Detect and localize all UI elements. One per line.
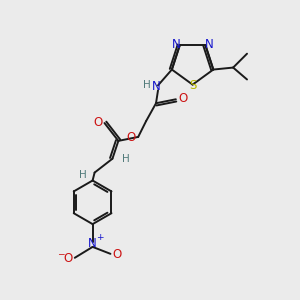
Text: H: H [79,169,87,180]
Text: +: + [96,233,103,242]
Text: O: O [113,248,122,261]
Text: H: H [143,80,151,90]
Text: S: S [189,79,196,92]
Text: N: N [205,38,214,51]
Text: O: O [178,92,188,105]
Text: O: O [93,116,102,129]
Text: −: − [57,249,65,258]
Text: O: O [127,131,136,144]
Text: N: N [172,38,180,51]
Text: N: N [88,237,97,250]
Text: O: O [63,252,73,265]
Text: H: H [122,154,130,164]
Text: N: N [152,80,160,93]
